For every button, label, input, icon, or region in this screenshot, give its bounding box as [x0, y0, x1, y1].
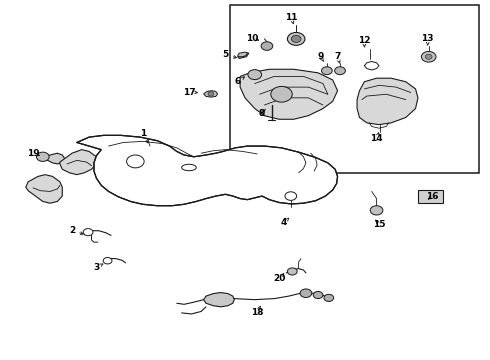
Circle shape [271, 86, 292, 102]
Text: 11: 11 [285, 13, 297, 22]
Bar [418, 190, 443, 203]
Polygon shape [238, 52, 249, 59]
Text: 20: 20 [273, 274, 285, 283]
Circle shape [285, 192, 296, 201]
Polygon shape [203, 91, 218, 97]
Text: 7: 7 [334, 52, 341, 61]
Circle shape [288, 32, 305, 45]
Circle shape [421, 51, 436, 62]
Circle shape [291, 35, 301, 42]
Bar [230, 5, 479, 173]
Circle shape [248, 69, 262, 80]
Circle shape [36, 152, 49, 161]
Text: 5: 5 [222, 50, 229, 59]
Circle shape [103, 257, 112, 264]
Circle shape [261, 42, 273, 50]
Text: 1: 1 [140, 129, 146, 138]
Circle shape [126, 155, 144, 168]
Text: 3: 3 [93, 263, 99, 272]
Circle shape [300, 289, 312, 297]
Polygon shape [43, 153, 65, 164]
Text: 18: 18 [251, 308, 264, 317]
Text: 13: 13 [421, 35, 434, 44]
Text: 4: 4 [281, 219, 287, 228]
Polygon shape [240, 69, 338, 119]
Polygon shape [203, 293, 234, 307]
Text: 14: 14 [370, 134, 383, 143]
Circle shape [425, 54, 432, 59]
Circle shape [324, 294, 334, 301]
Circle shape [288, 268, 297, 275]
Text: 15: 15 [373, 220, 385, 229]
Circle shape [370, 206, 383, 215]
Text: 12: 12 [358, 36, 370, 45]
Polygon shape [60, 150, 97, 175]
Polygon shape [357, 78, 418, 125]
Text: 9: 9 [318, 52, 324, 61]
Text: 8: 8 [259, 109, 265, 118]
Circle shape [335, 67, 345, 75]
Circle shape [321, 67, 332, 75]
Text: 2: 2 [69, 225, 75, 234]
Polygon shape [26, 175, 62, 203]
Circle shape [208, 92, 214, 96]
Text: 17: 17 [183, 88, 196, 97]
Text: 10: 10 [246, 35, 259, 44]
Circle shape [83, 229, 93, 236]
Text: 16: 16 [426, 192, 439, 201]
Ellipse shape [182, 164, 196, 171]
Circle shape [313, 292, 323, 298]
Polygon shape [77, 135, 338, 206]
Text: 6: 6 [235, 77, 241, 86]
Text: 19: 19 [27, 149, 39, 158]
